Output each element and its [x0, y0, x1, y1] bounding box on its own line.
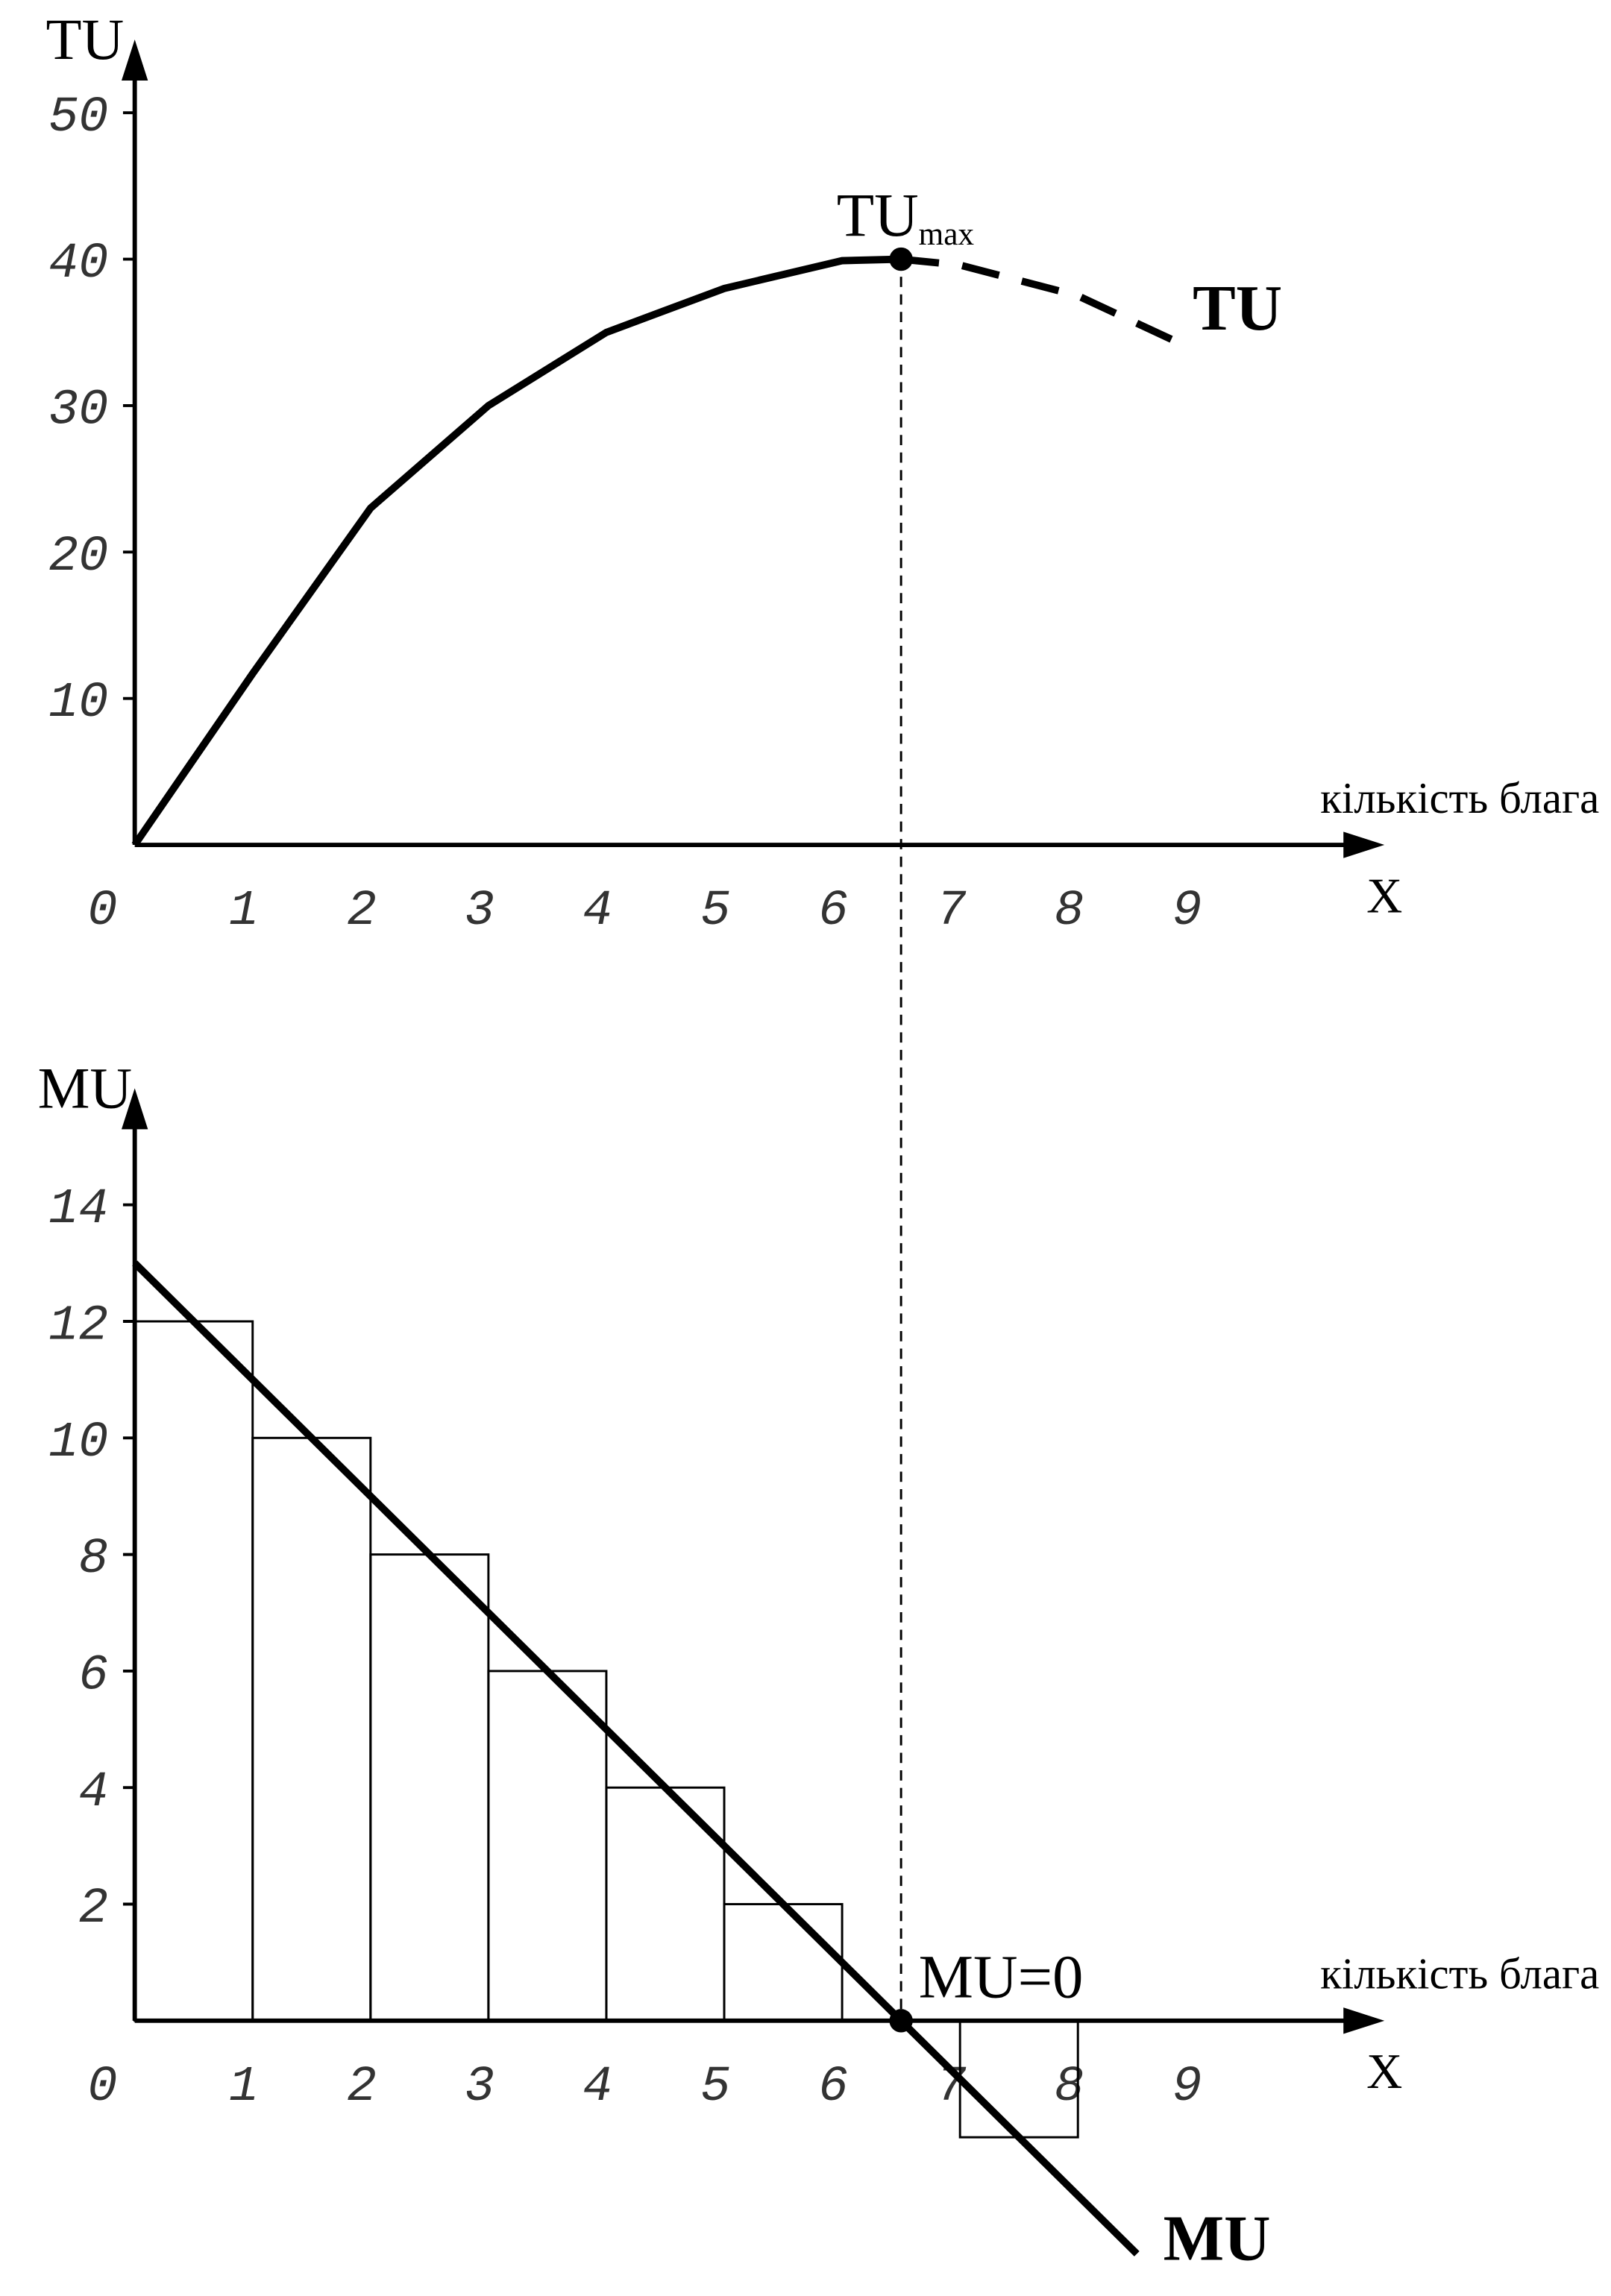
x-tick-label: 9 [1172, 883, 1202, 940]
bar [605, 1786, 726, 2022]
y-tick-label: 20 [48, 529, 108, 585]
x-tick-label: 3 [465, 2059, 494, 2116]
curve [132, 1260, 1140, 2256]
y-tick-label: 2 [78, 1881, 108, 1937]
y-tick-label: 6 [78, 1647, 108, 1704]
y-tick-label: 10 [48, 1415, 108, 1471]
x-axis-label: кількість блага [1320, 774, 1599, 823]
annotation-text: TU [837, 181, 919, 249]
y-axis-arrow [121, 40, 148, 81]
x-tick-label: 4 [582, 2059, 612, 2116]
x-tick-label: 7 [936, 883, 966, 940]
y-tick-label: 50 [48, 89, 108, 146]
x-tick-label: 1 [229, 883, 259, 940]
y-tick-label: 12 [48, 1298, 108, 1355]
y-tick-label: 40 [48, 236, 108, 292]
x-axis-symbol: X [1366, 2045, 1402, 2099]
x-tick-label: 2 [347, 883, 377, 940]
annotation-text: MU=0 [919, 1943, 1084, 2010]
bar [134, 1320, 254, 2022]
x-tick-label: 5 [700, 883, 730, 940]
x-tick-label: 8 [1054, 883, 1084, 940]
bar [251, 1436, 372, 2022]
y-axis-label: MU [38, 1055, 133, 1120]
x-tick-label: 8 [1054, 2059, 1084, 2116]
y-tick-label: 4 [78, 1764, 108, 1821]
x-tick-label: 9 [1172, 2059, 1202, 2116]
curve [131, 255, 902, 847]
bar [369, 1553, 490, 2022]
curve-label: MU [1164, 2202, 1271, 2274]
y-tick-label: 30 [48, 382, 108, 438]
annotation-sub: max [919, 217, 975, 252]
x-tick-label: 2 [347, 2059, 377, 2116]
x-tick-label: 0 [87, 2059, 117, 2116]
x-tick-label: 0 [87, 883, 117, 940]
x-tick-label: 5 [700, 2059, 730, 2116]
x-axis-arrow [1343, 2007, 1385, 2034]
x-tick-label: 3 [465, 883, 494, 940]
curve-label: TU [1193, 272, 1282, 344]
x-axis-symbol: X [1366, 869, 1402, 923]
x-tick-label: 6 [818, 2059, 848, 2116]
x-axis-arrow [1343, 831, 1385, 858]
x-tick-label: 4 [582, 883, 612, 940]
annotation: TUmax [837, 181, 975, 252]
bar [723, 1903, 844, 2022]
y-axis-label: TU [46, 7, 125, 72]
y-tick-label: 10 [48, 675, 108, 732]
x-tick-label: 1 [229, 2059, 259, 2116]
bar [487, 1670, 608, 2022]
y-axis-arrow [121, 1088, 148, 1130]
x-tick-label: 6 [818, 883, 848, 940]
y-tick-label: 8 [78, 1531, 108, 1588]
x-axis-label: кількість блага [1320, 1950, 1599, 1998]
annotation: MU=0 [919, 1943, 1084, 2010]
curve [900, 255, 1174, 344]
y-tick-label: 14 [48, 1181, 108, 1238]
